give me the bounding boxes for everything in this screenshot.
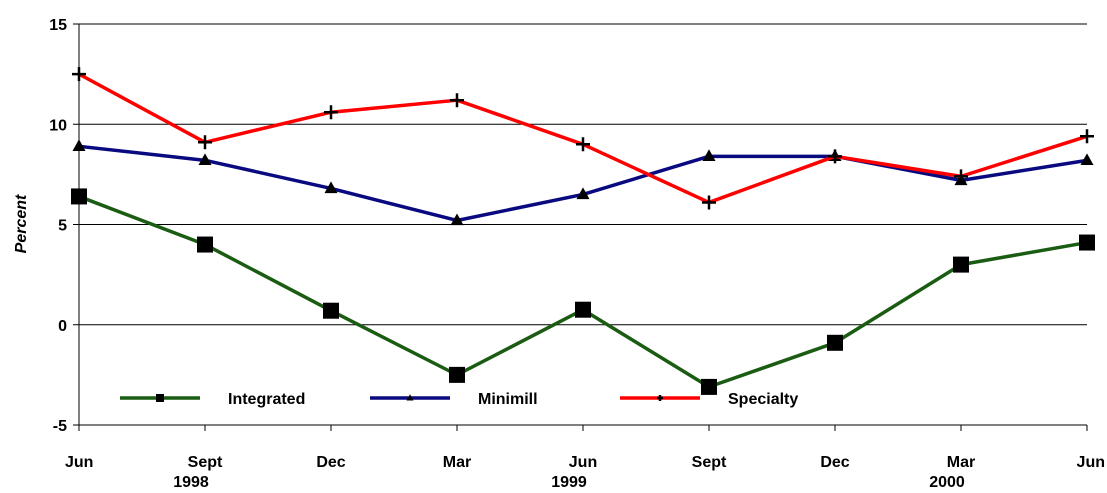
series-line	[78, 194, 1088, 389]
year-label: 1998	[173, 474, 209, 491]
plus-marker	[72, 67, 86, 82]
y-tick-label: 15	[49, 17, 67, 34]
year-labels: 1998 1999 2000	[173, 474, 965, 491]
series-line	[78, 144, 1088, 223]
square-marker	[156, 394, 164, 402]
triangle-marker	[576, 187, 590, 200]
x-tick-label: Mar	[443, 454, 471, 471]
square-marker	[575, 301, 591, 318]
legend: Integrated Minimill Specialty	[120, 391, 798, 408]
triangle-marker	[406, 394, 414, 401]
series-minimill	[72, 139, 1094, 226]
gridlines	[79, 23, 1087, 326]
legend-label: Minimill	[478, 391, 538, 408]
x-tick-label: Dec	[316, 454, 345, 471]
x-tick-label: Sept	[188, 454, 223, 471]
x-tick-label: Mar	[947, 454, 975, 471]
series-specialty	[72, 67, 1094, 210]
x-tick-label: Jun	[65, 454, 93, 471]
triangle-marker	[72, 139, 86, 151]
square-marker	[449, 366, 465, 383]
square-marker	[701, 378, 717, 395]
y-tick-label: 10	[49, 117, 67, 134]
legend-item-minimill: Minimill	[370, 391, 538, 408]
plus-marker	[576, 137, 590, 152]
plus-marker	[657, 395, 663, 401]
y-tick-labels: 15 10 5 0 -5	[49, 17, 67, 435]
legend-label: Integrated	[228, 391, 305, 408]
plus-marker	[324, 105, 338, 120]
square-marker	[71, 188, 87, 205]
y-axis-label: Percent	[13, 194, 30, 253]
x-tick-label: Sept	[692, 454, 727, 471]
square-marker	[827, 334, 843, 351]
plus-marker	[828, 149, 842, 164]
triangle-marker	[1080, 153, 1094, 166]
square-marker	[953, 256, 969, 273]
triangle-marker	[324, 181, 338, 194]
triangle-marker	[450, 213, 464, 226]
x-tick-label: Jun	[1077, 454, 1105, 471]
legend-label: Specialty	[728, 391, 798, 408]
plus-marker	[198, 135, 212, 150]
year-label: 2000	[929, 474, 965, 491]
triangle-marker	[198, 153, 212, 166]
y-tick-label: 5	[58, 218, 67, 235]
square-marker	[323, 302, 339, 319]
y-tick-label: 0	[58, 318, 67, 335]
legend-item-specialty: Specialty	[620, 391, 798, 408]
square-marker	[197, 236, 213, 253]
series-layer	[71, 67, 1095, 395]
square-marker	[1079, 234, 1095, 251]
plus-marker	[450, 93, 464, 108]
series-integrated	[71, 188, 1095, 395]
axes	[73, 23, 1088, 431]
plus-marker	[1080, 129, 1094, 144]
plus-marker	[702, 195, 716, 210]
x-tick-labels: Jun Sept Dec Mar Jun Sept Dec Mar Jun	[65, 454, 1105, 471]
x-tick-label: Dec	[820, 454, 849, 471]
year-label: 1999	[551, 474, 587, 491]
plus-marker	[954, 169, 968, 184]
y-tick-label: -5	[53, 418, 67, 435]
x-tick-label: Jun	[569, 454, 597, 471]
triangle-marker	[702, 149, 716, 162]
legend-item-integrated: Integrated	[120, 391, 305, 408]
